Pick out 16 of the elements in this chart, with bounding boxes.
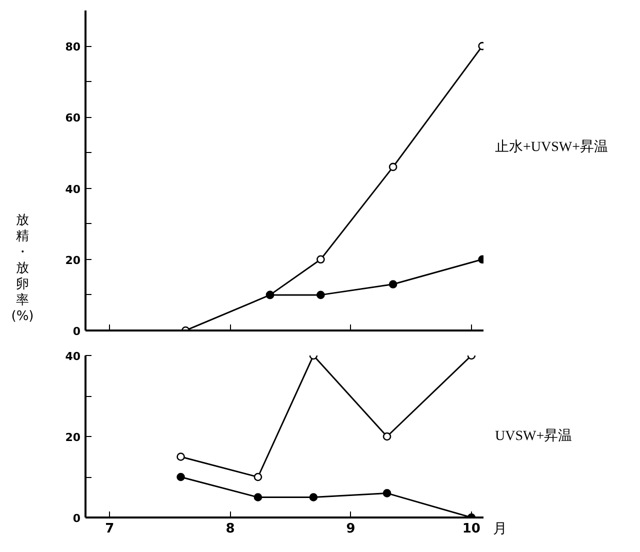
y-tick-label: 40 — [65, 350, 81, 363]
y-tick-label: 20 — [65, 254, 81, 267]
x-axis-title: 月 — [493, 520, 507, 539]
x-tick-label: 7 — [105, 522, 114, 536]
y-tick-label: 60 — [65, 112, 81, 125]
y-tick-label: 0 — [72, 512, 81, 525]
x-tick-label: 9 — [346, 522, 356, 536]
y-tick-label: 20 — [65, 431, 81, 444]
y-tick-label: 40 — [65, 182, 81, 196]
x-tick-label: 8 — [226, 522, 235, 536]
x-tick-label: 10 — [462, 522, 480, 536]
y-axis-title: 放精・放卵率(%) — [11, 213, 34, 325]
y-tick-label: 0 — [72, 325, 81, 338]
text: 止水+UVSW+昇温 — [494, 138, 608, 157]
text: UVSW+昇温 — [494, 428, 572, 446]
y-tick-label: 80 — [65, 40, 81, 54]
